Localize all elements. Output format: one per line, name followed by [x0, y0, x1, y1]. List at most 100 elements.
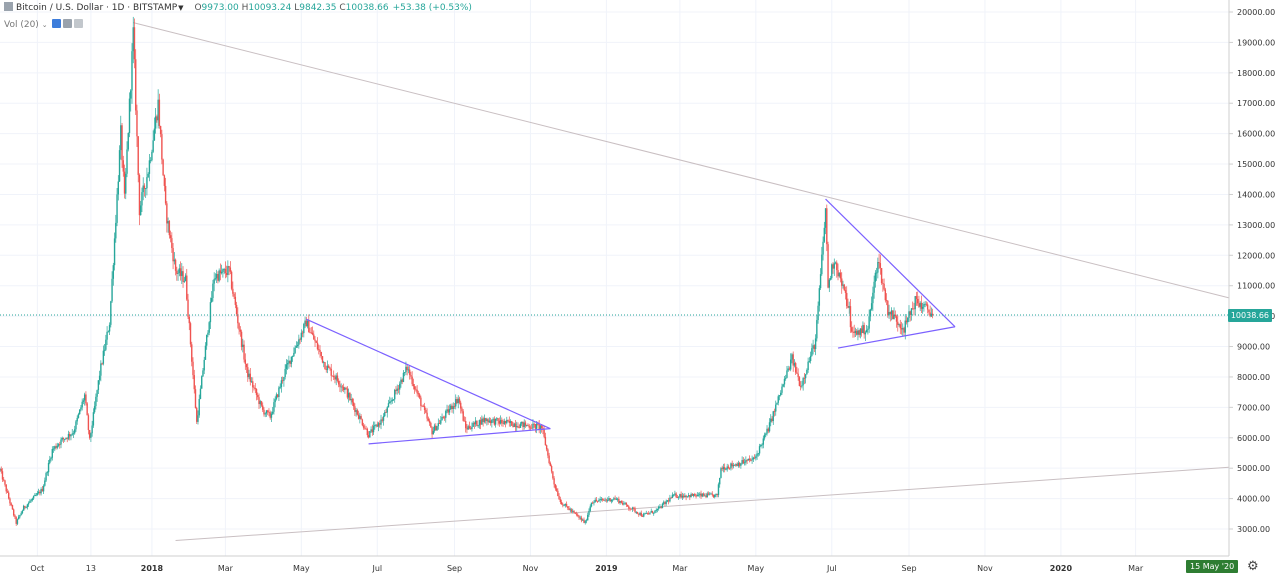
candle-body	[563, 505, 565, 507]
candle-body	[159, 125, 162, 135]
triangle-2018-lower[interactable]	[368, 428, 551, 445]
candle-body	[738, 462, 741, 466]
candle-body	[694, 493, 696, 497]
candle-body	[745, 460, 747, 463]
candle-body	[93, 406, 96, 413]
candle-body	[822, 241, 824, 255]
eye-icon[interactable]	[52, 19, 62, 28]
candle-body	[919, 302, 921, 307]
last-price-label: 10038.66	[1227, 309, 1272, 322]
candle-body	[12, 509, 15, 516]
close-icon[interactable]	[74, 19, 84, 28]
candle-body	[747, 458, 750, 461]
candle-body	[903, 328, 905, 333]
candle-body	[407, 369, 410, 371]
candle-body	[290, 356, 293, 364]
symbol-title[interactable]: Bitcoin / U.S. Dollar · 1D · BITSTAMP	[16, 3, 178, 13]
candle-body	[616, 498, 619, 500]
ray-resistance[interactable]	[133, 22, 1230, 299]
y-tick-label: 8000.00	[1237, 373, 1270, 382]
chevron-down-icon[interactable]: ▼	[178, 4, 184, 12]
candle-body	[403, 372, 406, 373]
settings-icon[interactable]	[63, 19, 73, 28]
candle-body	[731, 463, 733, 467]
candle-body	[654, 510, 656, 513]
candle-body	[62, 437, 65, 440]
candle-body	[618, 498, 620, 503]
candle-body	[291, 356, 294, 358]
candle-body	[106, 331, 108, 340]
candle-body	[841, 278, 843, 286]
candle-body	[391, 399, 393, 402]
candle-body	[276, 394, 279, 397]
candle-body	[179, 268, 182, 276]
x-tick-label: Mar	[1128, 564, 1144, 573]
x-tick-label: May	[293, 564, 310, 573]
candle-body	[377, 423, 380, 427]
volume-indicator[interactable]: Vol (20) ⌄	[4, 19, 84, 30]
candle-body	[248, 373, 250, 378]
candle-body	[719, 477, 721, 485]
candle-body	[22, 505, 25, 511]
candle-body	[157, 99, 159, 121]
candle-body	[504, 420, 507, 424]
candle-body	[635, 512, 637, 513]
x-tick-label: 2018	[141, 564, 164, 573]
candle-body	[380, 419, 382, 425]
candle-body	[342, 386, 345, 390]
candle-body	[680, 494, 682, 498]
candle-body	[854, 330, 857, 333]
candle-body	[463, 420, 466, 422]
candle-body	[823, 227, 826, 242]
candle-body	[194, 389, 197, 409]
candle-body	[460, 402, 462, 409]
chevron-down-icon[interactable]: ⌄	[41, 21, 48, 29]
candle-body	[696, 494, 699, 497]
candle-body	[303, 323, 305, 334]
candle-body	[521, 421, 523, 424]
crosshair-date-label: 15 May '20	[1186, 560, 1239, 573]
candle-body	[202, 370, 204, 377]
triangle-2019-upper[interactable]	[825, 198, 956, 328]
candle-body	[619, 500, 621, 503]
candle-body	[227, 266, 229, 275]
candle-body	[67, 433, 70, 439]
candle-body	[402, 372, 405, 382]
candle-body	[74, 429, 76, 434]
candle-body	[97, 380, 100, 391]
candle-body	[49, 459, 51, 463]
candle-body	[188, 316, 190, 324]
candle-body	[24, 505, 26, 508]
candle-body	[831, 264, 833, 279]
candle-body	[431, 427, 433, 435]
candle-body	[578, 515, 580, 518]
candle-body	[412, 384, 415, 387]
candle-body	[184, 275, 187, 281]
candle-body	[568, 508, 570, 511]
candle-body	[574, 512, 576, 514]
candle-body	[674, 493, 676, 495]
time-axis[interactable]: Oct 13 2018 Mar May Jul Sep Nov 2019 Mar May Jul Sep…	[30, 564, 1143, 573]
candle-body	[669, 497, 671, 502]
candle-body	[218, 270, 220, 281]
gear-icon[interactable]: ⚙	[1247, 559, 1259, 574]
candle-body	[765, 433, 767, 435]
candle-body	[725, 469, 727, 471]
triangle-2018-upper[interactable]	[306, 318, 551, 430]
ray-support[interactable]	[175, 466, 1230, 542]
candle-body	[715, 493, 717, 495]
candle-body	[39, 491, 41, 494]
candle-body	[878, 262, 880, 264]
candle-body	[519, 423, 522, 428]
price-change: +53.38 (+0.53%)	[392, 3, 472, 13]
candle-body	[401, 379, 403, 382]
candle-body	[736, 464, 738, 467]
candle-body	[644, 513, 646, 515]
triangle-2019-lower[interactable]	[837, 326, 956, 349]
candle-body	[483, 418, 486, 422]
candle-body	[473, 422, 476, 425]
candle-body	[219, 270, 222, 274]
candle-body	[509, 421, 512, 423]
candle-body	[535, 423, 538, 429]
